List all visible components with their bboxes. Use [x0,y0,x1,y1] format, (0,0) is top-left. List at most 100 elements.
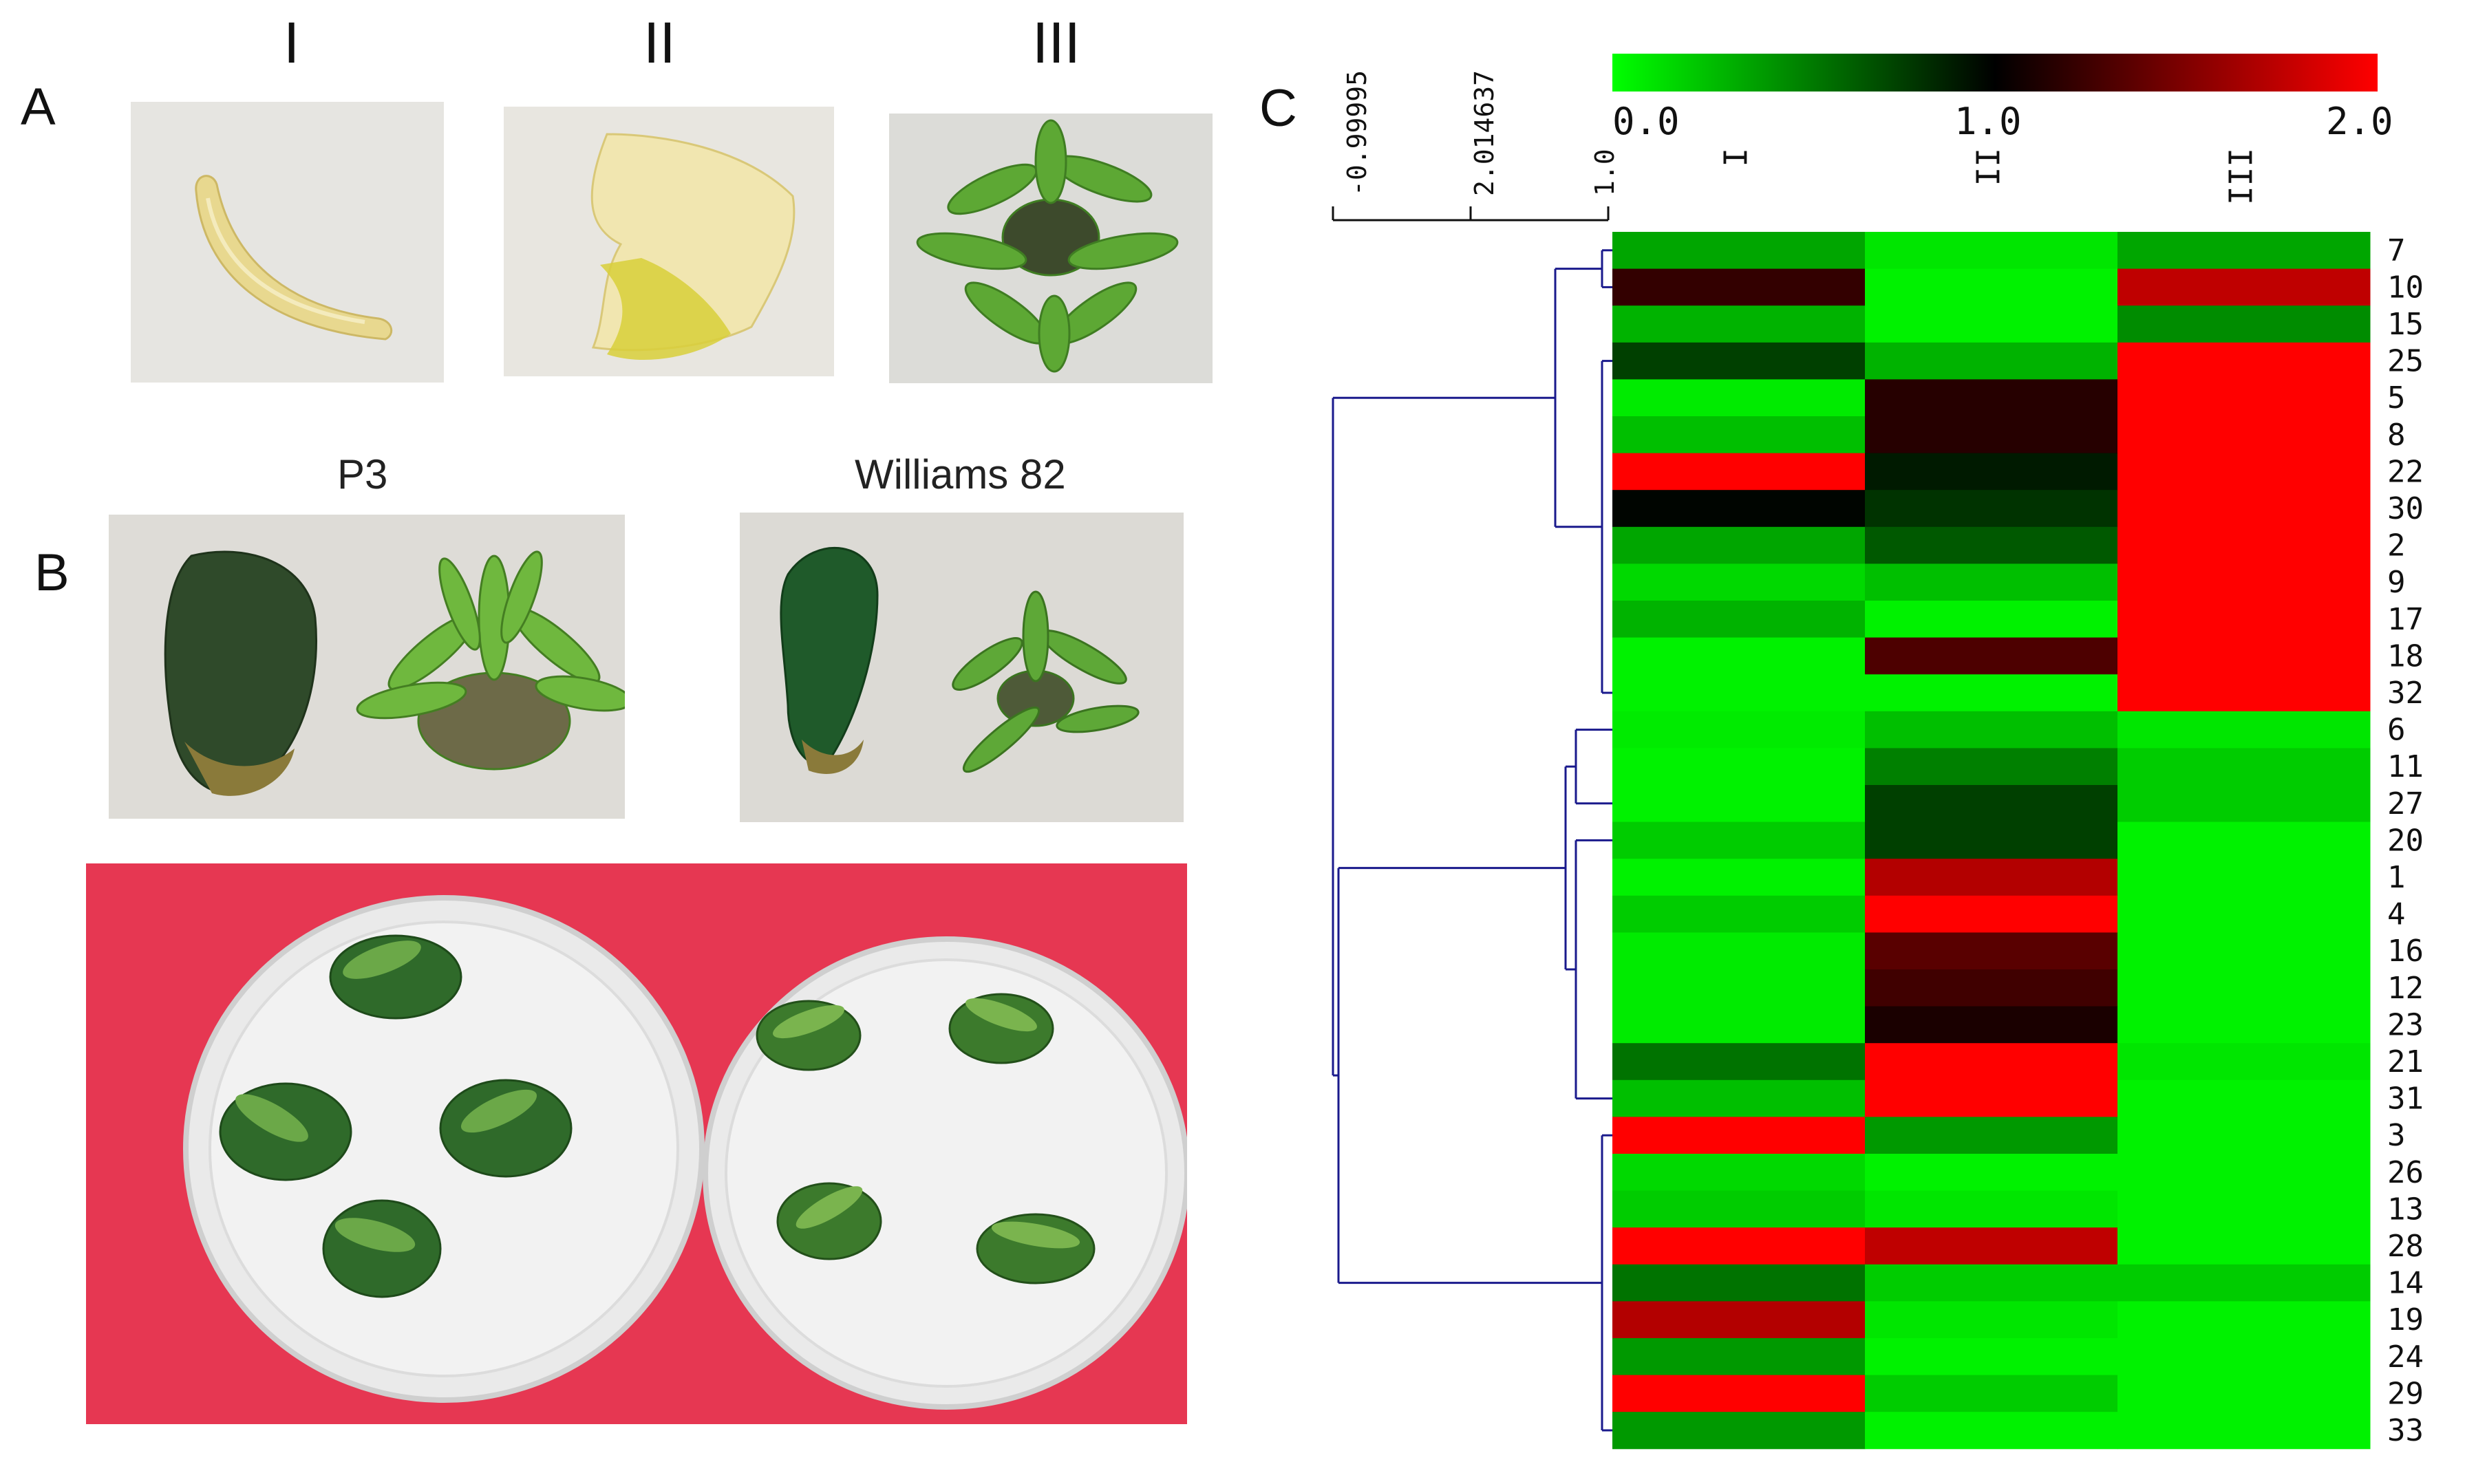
heatmap-cell [2117,1043,2371,1081]
colorbar [1612,54,2378,92]
row-label: 25 [2387,344,2424,379]
heatmap-cell [1612,895,1866,933]
heatmap-cell [1612,526,1866,564]
heatmap-cell [2117,1190,2371,1228]
row-label: 28 [2387,1229,2424,1264]
heatmap-cell [1865,526,2118,564]
heatmap-cell [1865,637,2118,675]
heatmap-cell [2117,1375,2371,1412]
row-label: 32 [2387,676,2424,711]
row-label: 26 [2387,1155,2424,1190]
row-label: 14 [2387,1266,2424,1301]
heatmap-cell [1612,601,1866,638]
heatmap-cell [1865,748,2118,786]
heatmap-cell [1612,748,1866,786]
heatmap-cell [1865,1301,2118,1339]
heatmap-cell [1612,785,1866,823]
heatmap-cell [2117,416,2371,454]
heatmap-cell [1865,674,2118,712]
row-label: 30 [2387,491,2424,526]
heatmap-cell [2117,674,2371,712]
heatmap-cell [1865,416,2118,454]
heatmap-cell [1612,1264,1866,1302]
heatmap-cell [1612,674,1866,712]
dendrogram [1332,249,1612,1432]
heatmap-cell [1612,821,1866,859]
row-label: 24 [2387,1340,2424,1375]
row-label: 18 [2387,638,2424,674]
heatmap-cell [2117,969,2371,1007]
heatmap-cell [2117,932,2371,970]
row-label: 9 [2387,565,2406,600]
row-label: 16 [2387,934,2424,969]
row-label: 6 [2387,713,2406,748]
row-label: 11 [2387,749,2424,784]
heatmap-cell [1865,969,2118,1007]
heatmap-cell [1612,1227,1866,1265]
photo-variety-p3 [109,515,625,819]
heatmap-cell [1865,1227,2118,1265]
row-label: 10 [2387,270,2424,305]
callus-illustration [590,133,796,361]
heatmap-cell [1612,1006,1866,1044]
photo-petri-dishes [86,863,1187,1424]
heatmap-cell [1865,1006,2118,1044]
colorbar-tick-label: 0.0 [1612,100,1680,143]
row-label: 27 [2387,786,2424,821]
heatmap-cell [1612,1154,1866,1192]
heatmap-cell [1612,1375,1866,1412]
heatmap-cell [1865,1079,2118,1117]
heatmap-cell [1612,268,1866,306]
row-label: 33 [2387,1413,2424,1448]
heatmap-cell [2117,1079,2371,1117]
column-label: II [1969,148,2006,186]
heatmap-cell [2117,1227,2371,1265]
column-label: III [2221,148,2259,205]
heatmap-cell [2117,1117,2371,1154]
heatmap-cell [1865,932,2118,970]
row-label: 5 [2387,380,2406,416]
heatmap-cell [1865,1264,2118,1302]
heatmap-cell [1612,1117,1866,1154]
heatmap-cell [1612,453,1866,491]
heatmap-cell [2117,1264,2371,1302]
row-label: 13 [2387,1192,2424,1227]
heatmap-cell [1612,637,1866,675]
variety-label-williams82: Williams 82 [855,451,1066,497]
heatmap-cell [2117,232,2371,270]
heatmap-cell [1865,601,2118,638]
heatmap-cell [2117,748,2371,786]
heatmap-cell [1865,1154,2118,1192]
heatmap-cell [1865,859,2118,896]
heatmap-cell [1612,563,1866,601]
row-label: 3 [2387,1118,2406,1153]
row-label: 7 [2387,233,2406,268]
heatmap-cells [1612,232,2371,1450]
heatmap-cell [2117,1412,2371,1450]
heatmap-cell [1865,1117,2118,1154]
heatmap-cell [2117,859,2371,896]
heatmap-cell [2117,453,2371,491]
dendrogram-scale-label: 1.0 [1590,149,1620,196]
row-label: 21 [2387,1044,2424,1079]
row-label: 8 [2387,418,2406,453]
heatmap-cell [1612,859,1866,896]
heatmap-cell [1612,305,1866,343]
column-label: I [1716,148,1753,167]
photo-stage-iii [889,114,1213,383]
heatmap-cell [1865,268,2118,306]
petri-dishes-illustration [183,895,1187,1410]
row-label: 1 [2387,860,2406,895]
row-label: 19 [2387,1302,2424,1337]
dendrogram-scale-label: 2.014637 [1469,70,1500,196]
row-label: 20 [2387,823,2424,858]
heatmap-cell [1865,1190,2118,1228]
panel-b-letter: B [34,544,70,602]
panel-a-letter: A [21,78,56,136]
row-label: 31 [2387,1082,2424,1117]
heatmap-cell [1612,1412,1866,1450]
panel-c-letter: C [1259,79,1297,138]
heatmap-cell [2117,785,2371,823]
heatmap-cell [2117,895,2371,933]
